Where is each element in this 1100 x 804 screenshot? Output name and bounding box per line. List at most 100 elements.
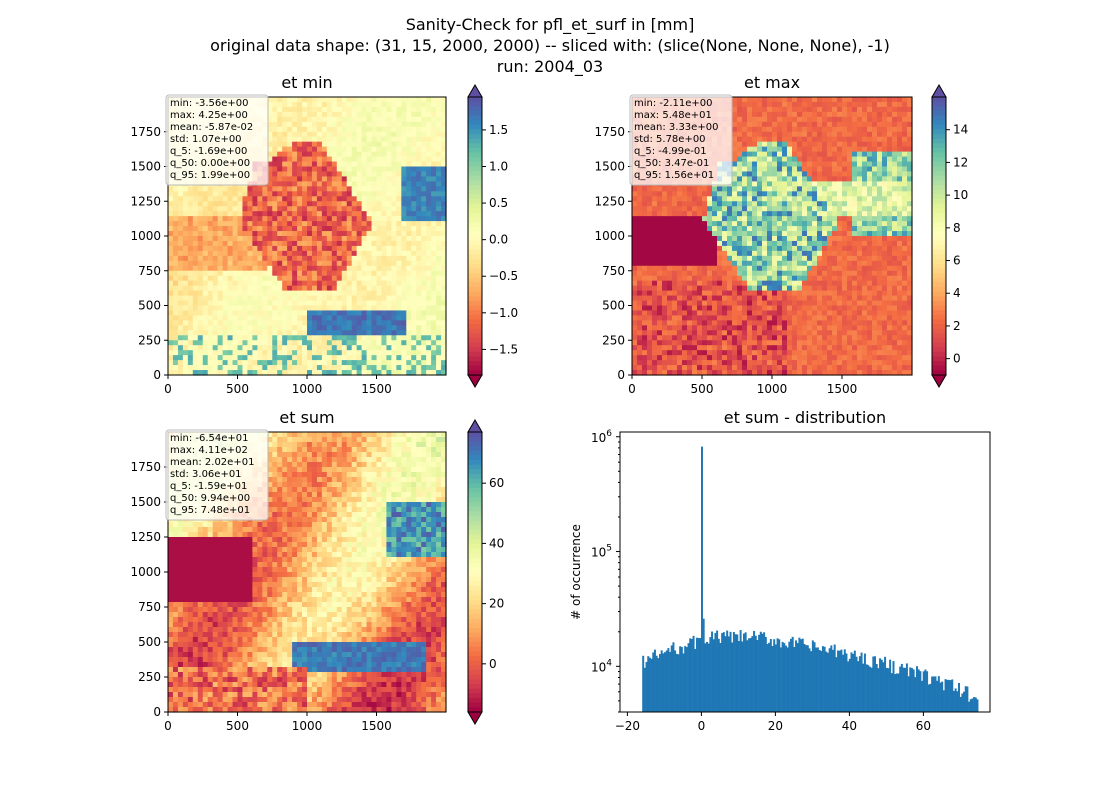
heatmap-cell: [228, 315, 234, 321]
heatmap-cell: [183, 320, 189, 326]
heatmap-cell: [892, 181, 898, 187]
heatmap-cell: [847, 127, 853, 133]
heatmap-cell: [223, 266, 229, 272]
heatmap-cell: [272, 350, 278, 356]
heatmap-cell: [292, 132, 298, 138]
heatmap-cell: [317, 340, 323, 346]
heatmap-cell: [902, 216, 908, 222]
heatmap-cell: [193, 330, 199, 336]
heatmap-cell: [426, 201, 432, 207]
heatmap-cell: [877, 142, 883, 148]
heatmap-cell: [431, 221, 437, 227]
heatmap-cell: [747, 241, 753, 247]
heatmap-cell: [198, 320, 204, 326]
heatmap-cell: [228, 246, 234, 252]
heatmap-cell: [827, 167, 833, 173]
heatmap-cell: [762, 246, 768, 252]
heatmap-cell: [312, 142, 318, 148]
heatmap-cell: [797, 216, 803, 222]
heatmap-cell: [682, 246, 688, 252]
heatmap-cell: [262, 365, 268, 371]
heatmap-cell: [687, 231, 693, 237]
heatmap-cell: [832, 221, 838, 227]
heatmap-cell: [287, 226, 293, 232]
heatmap-cell: [342, 291, 348, 297]
heatmap-cell: [208, 286, 214, 292]
heatmap-cell: [233, 276, 239, 282]
heatmap-cell: [372, 310, 378, 316]
heatmap-cell: [322, 236, 328, 242]
heatmap-cell: [188, 310, 194, 316]
heatmap-cell: [282, 127, 288, 133]
heatmap-cell: [332, 246, 338, 252]
heatmap-cell: [168, 360, 174, 366]
heatmap-cell: [737, 231, 743, 237]
heatmap-cell: [327, 261, 333, 267]
heatmap-cell: [672, 241, 678, 247]
heatmap-cell: [277, 291, 283, 297]
heatmap-cell: [807, 107, 813, 113]
heatmap-cell: [377, 147, 383, 153]
heatmap-cell: [292, 221, 298, 227]
heatmap-cell: [342, 191, 348, 197]
heatmap-cell: [188, 276, 194, 282]
heatmap-cell: [902, 186, 908, 192]
heatmap-cell: [677, 221, 683, 227]
heatmap-cell: [282, 211, 288, 217]
heatmap-cell: [867, 122, 873, 128]
heatmap-cell: [297, 325, 303, 331]
heatmap-cell: [757, 181, 763, 187]
heatmap-cell: [386, 152, 392, 158]
heatmap-cell: [282, 355, 288, 361]
heatmap-cell: [198, 226, 204, 232]
heatmap-cell: [372, 221, 378, 227]
heatmap-cell: [178, 345, 184, 351]
heatmap-cell: [272, 296, 278, 302]
heatmap-cell: [287, 191, 293, 197]
heatmap-cell: [652, 236, 658, 242]
heatmap-cell: [342, 132, 348, 138]
heatmap-cell: [747, 122, 753, 128]
heatmap-cell: [386, 306, 392, 312]
heatmap-cell: [431, 102, 437, 108]
heatmap-cell: [792, 171, 798, 177]
heatmap-cell: [416, 256, 422, 262]
heatmap-cell: [647, 226, 653, 232]
heatmap-cell: [282, 196, 288, 202]
heatmap-cell: [322, 211, 328, 217]
heatmap-cell: [381, 112, 387, 118]
heatmap-cell: [882, 117, 888, 123]
heatmap-cell: [802, 127, 808, 133]
heatmap-cell: [747, 186, 753, 192]
heatmap-cell: [357, 266, 363, 272]
heatmap-cell: [787, 152, 793, 158]
heatmap-cell: [272, 281, 278, 287]
heatmap-cell: [178, 221, 184, 227]
heatmap-cell: [837, 132, 843, 138]
heatmap-cell: [262, 281, 268, 287]
heatmap-cell: [436, 266, 442, 272]
heatmap-cell: [372, 117, 378, 123]
heatmap-cell: [188, 291, 194, 297]
heatmap-cell: [867, 201, 873, 207]
heatmap-cell: [802, 181, 808, 187]
heatmap-cell: [292, 122, 298, 128]
heatmap-cell: [837, 97, 843, 103]
heatmap-cell: [193, 281, 199, 287]
colorbar-segment: [468, 111, 482, 116]
heatmap-cell: [352, 345, 358, 351]
heatmap-cell: [421, 147, 427, 153]
heatmap-cell: [292, 137, 298, 143]
colorbar-segment: [468, 287, 482, 292]
heatmap-cell: [687, 221, 693, 227]
heatmap-cell: [877, 171, 883, 177]
heatmap-cell: [411, 256, 417, 262]
heatmap-cell: [183, 251, 189, 257]
heatmap-cell: [657, 201, 663, 207]
heatmap-cell: [436, 306, 442, 312]
heatmap-cell: [692, 191, 698, 197]
heatmap-cell: [302, 196, 308, 202]
heatmap-cell: [242, 360, 248, 366]
heatmap-cell: [282, 206, 288, 212]
